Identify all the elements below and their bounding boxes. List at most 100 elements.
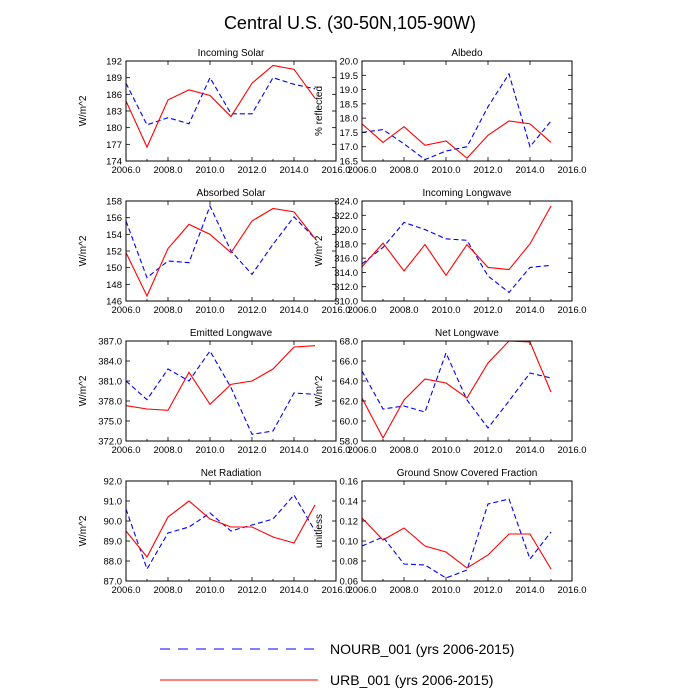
y-tick-label: 68.0 <box>340 337 359 348</box>
x-tick-label: 2010.0 <box>195 165 224 176</box>
y-tick-label: 146 <box>106 297 122 308</box>
series-line-urb-001 <box>361 517 552 570</box>
y-tick-label: 324.0 <box>334 197 358 208</box>
x-tick-label: 2010.0 <box>431 445 460 456</box>
y-tick-label: 156 <box>106 213 122 224</box>
panel-incoming-longwave: Incoming Longwave W/m^2 2006.0 2008.0 2010.0… <box>314 188 587 316</box>
y-tick-label: 64.0 <box>340 377 359 388</box>
plot-frame <box>125 340 337 442</box>
y-tick-label: 66.0 <box>340 357 359 368</box>
x-tick-label: 2006.0 <box>111 165 140 176</box>
y-tick-label: 58.0 <box>340 437 359 448</box>
y-tick-label: 375.0 <box>98 417 122 428</box>
series-line-urb-001 <box>361 120 552 159</box>
panel-emitted-longwave: Emitted Longwave W/m^2 2006.0 2008.0 2010.0 2… <box>78 328 351 456</box>
x-tick-label: 2012.0 <box>473 165 502 176</box>
plot-frame <box>361 340 573 442</box>
y-tick-label: 158 <box>106 197 122 208</box>
series-line-urb-001 <box>125 64 316 149</box>
plot-frame <box>125 60 337 162</box>
x-tick-label: 2006.0 <box>111 305 140 316</box>
y-tick-label: 310.0 <box>334 297 358 308</box>
x-tick-label: 2016.0 <box>557 585 586 596</box>
y-tick-label: 0.16 <box>340 477 359 488</box>
x-tick-label: 2006.0 <box>347 585 376 596</box>
y-axis-label: W/m^2 <box>78 375 89 406</box>
x-tick-label: 2016.0 <box>557 165 586 176</box>
y-tick-label: 18.0 <box>340 114 359 125</box>
x-tick-label: 2008.0 <box>153 585 182 596</box>
x-tick-label: 2014.0 <box>279 445 308 456</box>
panel-net-radiation: Net Radiation W/m^2 2006.0 2008.0 2010.0 2012… <box>78 468 351 596</box>
series-line-nourb-001 <box>125 76 316 126</box>
y-axis-label: W/m^2 <box>78 235 89 266</box>
x-tick-label: 2014.0 <box>515 165 544 176</box>
y-axis-label: % reflected <box>314 86 325 136</box>
y-tick-label: 384.0 <box>98 357 122 368</box>
y-tick-label: 90.0 <box>104 517 123 528</box>
series-line-urb-001 <box>361 340 552 440</box>
series-line-nourb-001 <box>361 221 552 294</box>
y-tick-label: 154 <box>106 230 122 241</box>
x-tick-label: 2014.0 <box>279 585 308 596</box>
series-line-nourb-001 <box>125 204 316 279</box>
x-tick-label: 2008.0 <box>153 305 182 316</box>
panel-incoming-solar: Incoming Solar W/m^2 2006.0 2008.0 2010.0 201… <box>78 48 351 176</box>
series-line-urb-001 <box>125 207 316 298</box>
panel-ground-snow-covered-fraction: Ground Snow Covered Fraction unitless 2006… <box>314 468 587 596</box>
x-tick-label: 2006.0 <box>111 585 140 596</box>
y-tick-label: 0.08 <box>340 557 359 568</box>
x-tick-label: 2014.0 <box>279 305 308 316</box>
y-tick-label: 322.0 <box>334 211 358 222</box>
panel-absorbed-solar: Absorbed Solar W/m^2 2006.0 2008.0 2010.0 201… <box>78 188 351 316</box>
y-tick-label: 320.0 <box>334 225 358 236</box>
x-tick-label: 2010.0 <box>195 305 224 316</box>
y-tick-label: 0.10 <box>340 537 359 548</box>
panels: Incoming Solar W/m^2 2006.0 2008.0 2010.0 201… <box>78 48 587 596</box>
series-line-urb-001 <box>125 500 316 558</box>
x-tick-label: 2012.0 <box>237 585 266 596</box>
y-tick-label: 174 <box>106 157 122 168</box>
legend-label-urb: URB_001 (yrs 2006-2015) <box>330 672 493 688</box>
x-tick-label: 2016.0 <box>321 585 350 596</box>
x-tick-label: 2010.0 <box>431 585 460 596</box>
x-tick-label: 2008.0 <box>389 165 418 176</box>
x-tick-label: 2014.0 <box>515 585 544 596</box>
y-tick-label: 17.5 <box>340 128 359 139</box>
x-tick-label: 2012.0 <box>237 305 266 316</box>
panel-title: Absorbed Solar <box>197 188 267 199</box>
x-tick-label: 2014.0 <box>515 305 544 316</box>
x-tick-label: 2008.0 <box>153 445 182 456</box>
x-tick-label: 2016.0 <box>321 305 350 316</box>
y-tick-label: 152 <box>106 247 122 258</box>
y-tick-label: 378.0 <box>98 397 122 408</box>
y-axis-label: W/m^2 <box>314 235 325 266</box>
x-tick-label: 2008.0 <box>389 445 418 456</box>
y-tick-label: 91.0 <box>104 497 123 508</box>
series-line-nourb-001 <box>125 494 316 571</box>
y-tick-label: 88.0 <box>104 557 123 568</box>
panel-albedo: Albedo % reflected 2006.0 2008.0 2010.0 2012.… <box>314 48 587 176</box>
series-line-nourb-001 <box>361 72 552 161</box>
legend: NOURB_001 (yrs 2006-2015) URB_001 (yrs 2… <box>160 641 514 688</box>
x-tick-label: 2006.0 <box>347 445 376 456</box>
panel-title: Net Longwave <box>435 328 499 339</box>
x-tick-label: 2012.0 <box>473 305 502 316</box>
x-tick-label: 2012.0 <box>237 165 266 176</box>
y-tick-label: 314.0 <box>334 268 358 279</box>
y-tick-label: 19.0 <box>340 85 359 96</box>
x-tick-label: 2010.0 <box>431 305 460 316</box>
x-tick-label: 2008.0 <box>389 305 418 316</box>
y-tick-label: 318.0 <box>334 239 358 250</box>
y-tick-label: 316.0 <box>334 254 358 265</box>
plot-frame <box>361 200 573 302</box>
x-tick-label: 2006.0 <box>347 305 376 316</box>
y-tick-label: 87.0 <box>104 577 123 588</box>
y-tick-label: 89.0 <box>104 537 123 548</box>
y-tick-label: 60.0 <box>340 417 359 428</box>
x-tick-label: 2010.0 <box>195 445 224 456</box>
panel-title: Net Radiation <box>201 468 262 479</box>
panel-title: Incoming Solar <box>198 48 265 59</box>
x-tick-label: 2008.0 <box>153 165 182 176</box>
